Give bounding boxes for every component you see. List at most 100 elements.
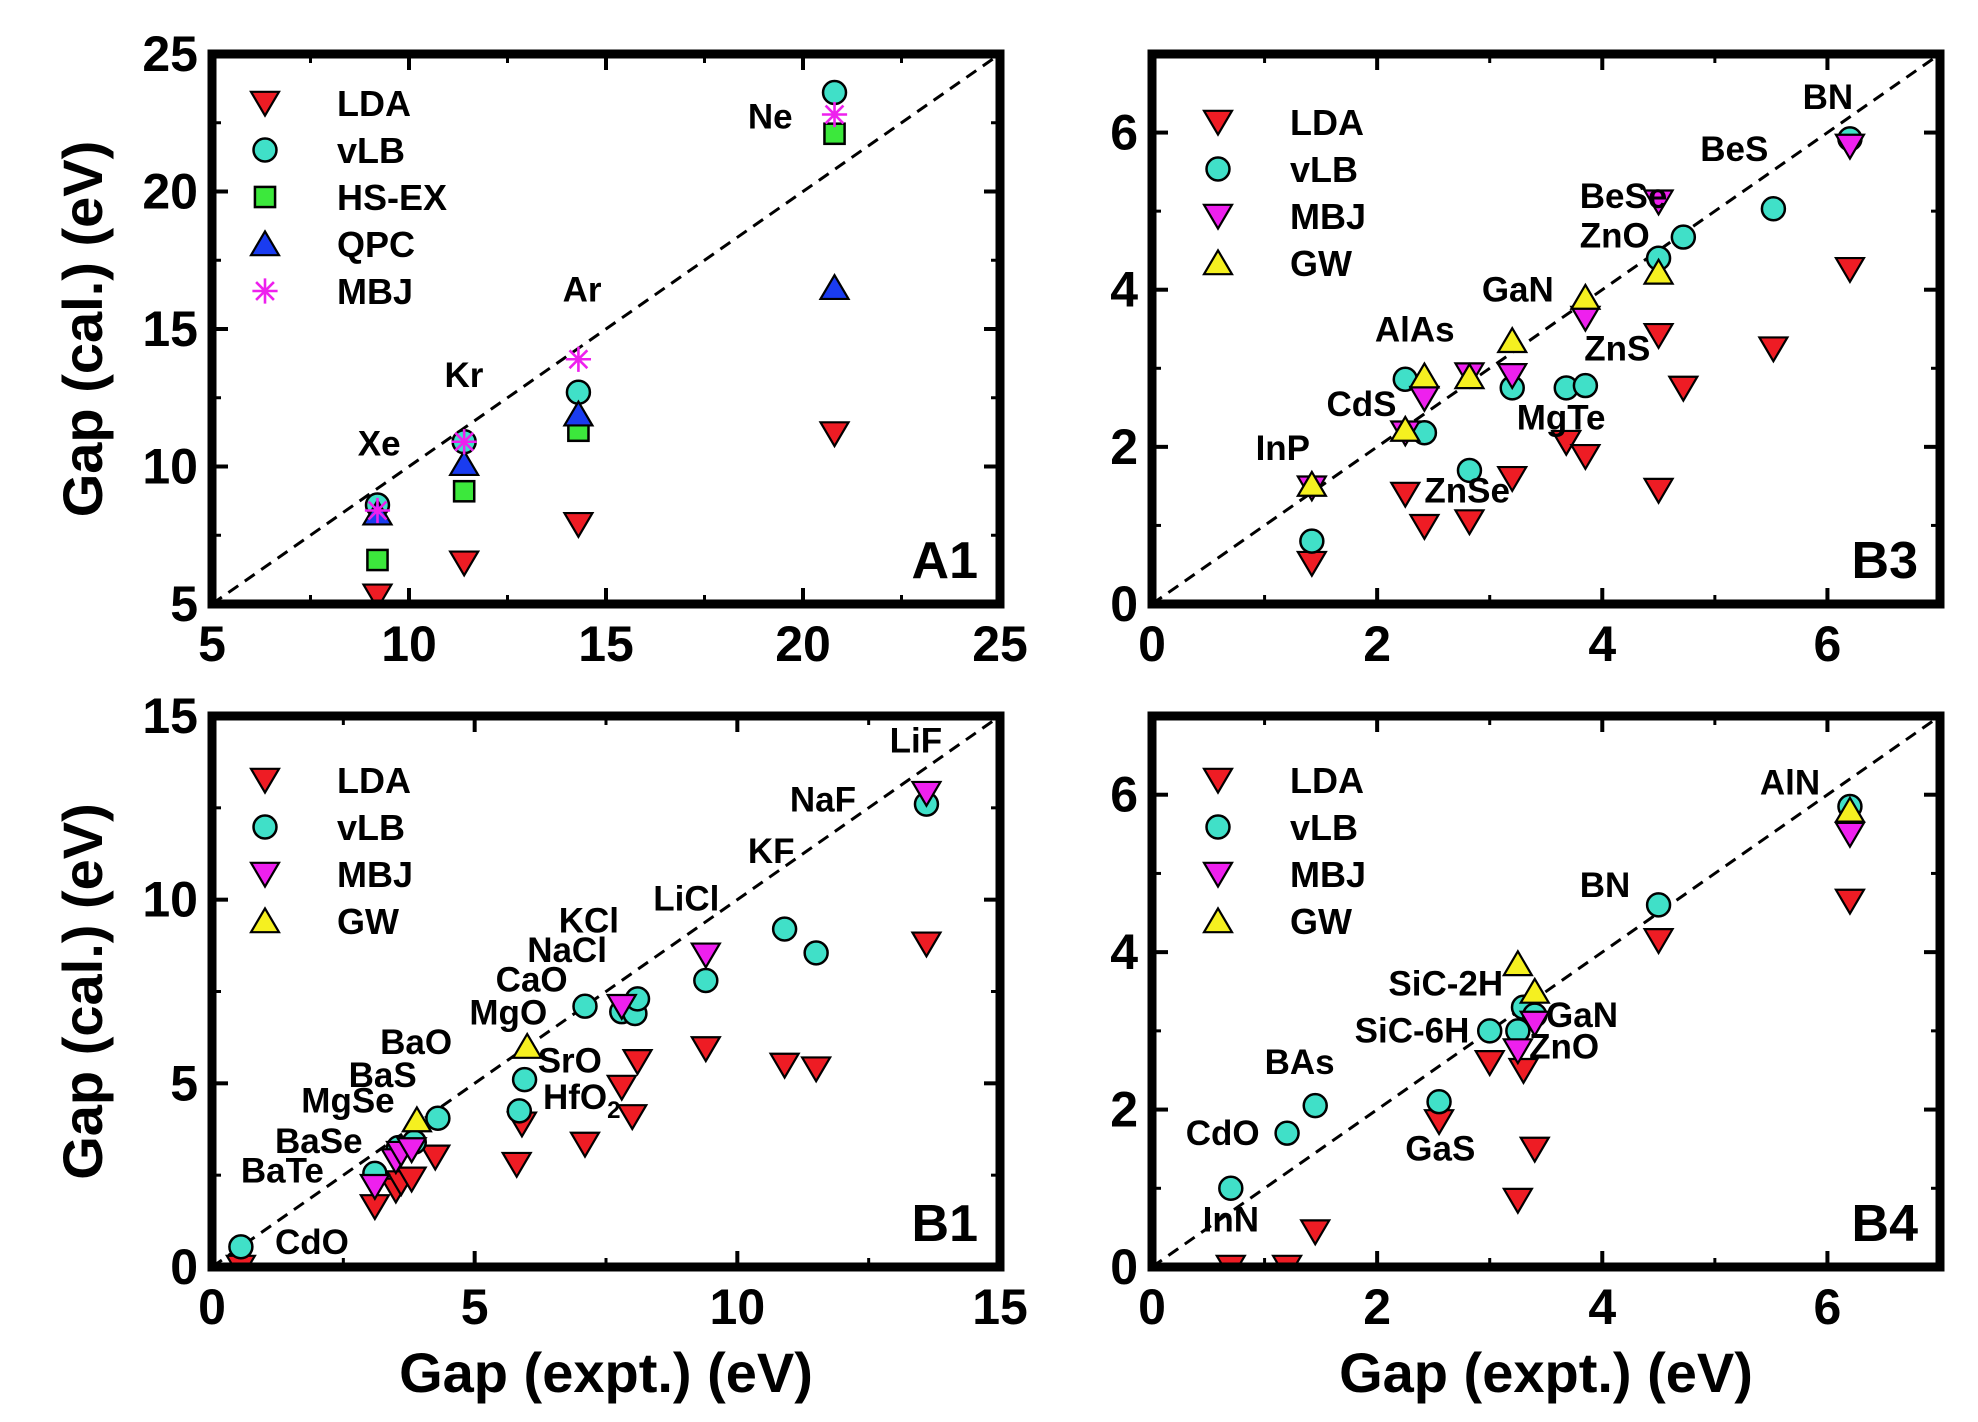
data-point-vlb [771, 916, 798, 942]
series-mbj [1501, 821, 1866, 1066]
material-label-main: HfO [543, 1078, 607, 1117]
material-label: MgO [469, 994, 547, 1033]
material-label: NaCl [527, 931, 607, 970]
data-point-mbj [1834, 821, 1866, 849]
legend-marker-mbj [252, 278, 278, 304]
legend-marker-mbj [1202, 203, 1234, 231]
legend-marker-lda [1202, 109, 1234, 137]
series-gw [1501, 795, 1866, 1004]
x-axis-title: Gap (expt.) (eV) [399, 1341, 813, 1404]
material-label: BaSe [275, 1122, 363, 1161]
data-point-vlb [1218, 1175, 1244, 1202]
x-tick-label: 0 [198, 1279, 226, 1335]
legend-marker-qpc [249, 229, 281, 257]
y-tick-label: 4 [1110, 262, 1138, 318]
data-point-vlb [425, 1105, 451, 1131]
material-label: CdO [1186, 1114, 1260, 1153]
data-point-lda [1453, 509, 1486, 537]
plot-frame [1147, 49, 1945, 609]
y-tick-label: 15 [142, 301, 198, 357]
panel-label: B4 [1852, 1195, 1919, 1253]
legend-label: MBJ [1290, 854, 1366, 895]
legend-label: HS-EX [337, 177, 447, 218]
legend: LDA vLB MBJ GW [249, 760, 413, 942]
legend-label: LDA [337, 760, 411, 801]
y-tick-label: 2 [1110, 419, 1138, 475]
x-tick-label: 25 [972, 616, 1028, 672]
diagonal-line [212, 54, 1000, 604]
data-point-lda [621, 1048, 654, 1077]
material-label: ZnO [1580, 216, 1650, 255]
material-label: GaN [1546, 996, 1618, 1035]
data-point-gw [511, 1031, 544, 1059]
data-point-lda [448, 550, 481, 578]
y-tick-label: 15 [142, 688, 198, 744]
material-label: Ar [563, 271, 602, 310]
data-point-lda [818, 421, 851, 449]
data-point-lda [395, 1166, 428, 1194]
material-label: BAs [1265, 1043, 1335, 1082]
data-point-lda [1667, 375, 1700, 403]
data-point-gw [1389, 414, 1422, 442]
material-label: SrO [538, 1041, 602, 1080]
x-tick-label: 10 [710, 1279, 766, 1335]
data-point-lda [1834, 888, 1866, 916]
legend: LDA vLB MBJ GW [1202, 760, 1366, 942]
legend-label: vLB [1290, 807, 1358, 848]
material-label: BeS [1700, 130, 1768, 169]
data-point-lda [1642, 322, 1675, 351]
material-label: BN [1803, 78, 1854, 117]
x-tick-label: 6 [1814, 1279, 1842, 1335]
data-point-lda [1550, 429, 1583, 457]
data-point-vlb [803, 940, 829, 966]
series-lda [1295, 256, 1866, 578]
data-point-lda [800, 1056, 833, 1084]
data-point-lda [1501, 1187, 1534, 1215]
data-point-gw [1496, 326, 1529, 354]
x-tick-label: 5 [461, 1279, 489, 1335]
material-label: Xe [358, 425, 401, 464]
legend-marker-vlb [1205, 156, 1231, 182]
material-label: AlN [1760, 764, 1820, 803]
y-tick-label: 2 [1110, 1082, 1138, 1138]
series-gw [400, 1031, 544, 1133]
data-point-mbj [910, 780, 943, 808]
data-point-mbj [1642, 189, 1675, 217]
data-point-lda [562, 511, 595, 540]
data-point-lda [569, 1131, 601, 1159]
data-point-vlb [572, 993, 598, 1019]
series-mbj [364, 101, 848, 524]
data-point-mbj [1518, 1010, 1551, 1038]
y-tick-label: 5 [170, 1055, 198, 1111]
data-point-lda [1299, 1219, 1332, 1247]
series-gw [1295, 257, 1675, 497]
data-point-qpc [562, 399, 595, 427]
data-point-gw [400, 1105, 433, 1133]
diagonal-line [1152, 54, 1940, 604]
material-label: AlAs [1375, 311, 1455, 350]
data-point-lda [1473, 1050, 1506, 1078]
data-point-vlb [511, 1066, 538, 1093]
data-point-vlb [693, 967, 719, 994]
data-point-vlb [1645, 892, 1672, 918]
data-point-gw [1569, 282, 1602, 310]
material-label: CdO [275, 1223, 349, 1262]
data-point-vlb [1302, 1092, 1328, 1119]
x-tick-label: 15 [972, 1279, 1028, 1335]
material-label: InN [1203, 1201, 1259, 1240]
material-label: ZnSe [1424, 472, 1510, 511]
x-tick-label: 2 [1363, 1279, 1391, 1335]
series-lda [361, 421, 851, 604]
panel-a1: 5 10 15 20 25 5 10 15 20 25 Xe Kr Ar Ne LDA vLB HS-EX QPC… [51, 26, 1028, 672]
material-label: CaO [496, 961, 568, 1000]
legend-label: MBJ [337, 271, 413, 312]
legend-marker-gw [1202, 906, 1234, 934]
material-label: MgTe [1517, 399, 1606, 438]
x-tick-label: 5 [198, 616, 226, 672]
data-point-vlb [821, 79, 848, 106]
data-point-lda [419, 1144, 452, 1172]
material-label: HfO2 [543, 1078, 621, 1124]
material-label: Ne [748, 97, 793, 136]
data-point-lda [768, 1052, 801, 1080]
